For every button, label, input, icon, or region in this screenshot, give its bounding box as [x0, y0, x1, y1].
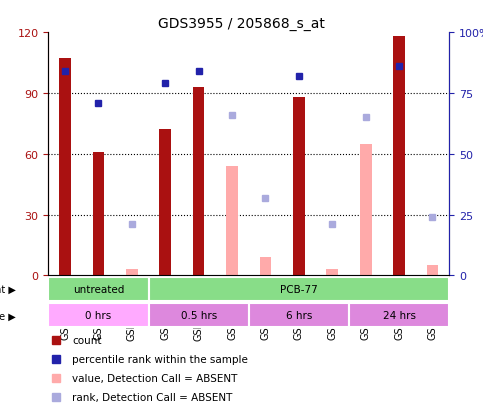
Bar: [226, 166, 238, 276]
Text: 24 hrs: 24 hrs: [383, 311, 415, 320]
FancyBboxPatch shape: [48, 304, 149, 328]
Bar: [159, 130, 171, 276]
FancyBboxPatch shape: [149, 277, 449, 301]
FancyBboxPatch shape: [249, 304, 349, 328]
Bar: [426, 266, 439, 276]
Bar: [193, 88, 204, 276]
FancyBboxPatch shape: [349, 304, 449, 328]
Text: agent ▶: agent ▶: [0, 284, 16, 294]
Text: value, Detection Call = ABSENT: value, Detection Call = ABSENT: [72, 373, 238, 383]
Bar: [327, 270, 338, 276]
Text: 0 hrs: 0 hrs: [85, 311, 112, 320]
Text: untreated: untreated: [73, 284, 124, 294]
Text: 0.5 hrs: 0.5 hrs: [181, 311, 217, 320]
Bar: [259, 258, 271, 276]
Text: time ▶: time ▶: [0, 311, 16, 320]
Text: GDS3955 / 205868_s_at: GDS3955 / 205868_s_at: [158, 17, 325, 31]
Bar: [59, 59, 71, 276]
Bar: [393, 37, 405, 276]
Bar: [126, 270, 138, 276]
Bar: [360, 144, 371, 276]
Text: percentile rank within the sample: percentile rank within the sample: [72, 354, 248, 364]
Text: rank, Detection Call = ABSENT: rank, Detection Call = ABSENT: [72, 392, 233, 402]
Bar: [93, 152, 104, 276]
Text: count: count: [72, 335, 102, 345]
FancyBboxPatch shape: [149, 304, 249, 328]
Text: PCB-77: PCB-77: [280, 284, 318, 294]
Bar: [293, 98, 305, 276]
FancyBboxPatch shape: [48, 277, 149, 301]
Text: 6 hrs: 6 hrs: [285, 311, 312, 320]
